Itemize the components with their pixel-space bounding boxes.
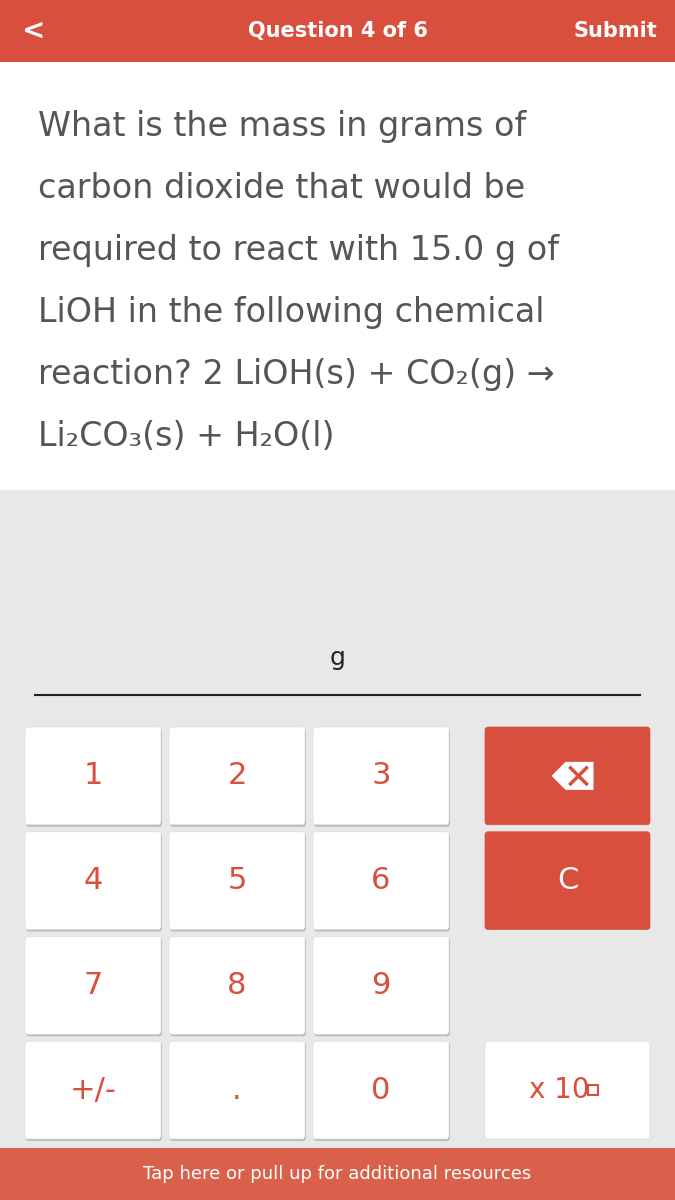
FancyBboxPatch shape — [25, 727, 161, 824]
FancyBboxPatch shape — [313, 832, 449, 930]
Bar — [0, 490, 675, 1148]
Text: 4: 4 — [83, 866, 103, 895]
Bar — [0, 0, 675, 62]
FancyBboxPatch shape — [26, 834, 162, 931]
Text: <: < — [22, 17, 45, 44]
FancyBboxPatch shape — [26, 728, 162, 827]
FancyBboxPatch shape — [313, 936, 449, 1034]
FancyBboxPatch shape — [169, 936, 305, 1034]
Bar — [587, 1085, 597, 1096]
Text: required to react with 15.0 g of: required to react with 15.0 g of — [38, 234, 559, 266]
Text: g: g — [329, 646, 346, 670]
FancyBboxPatch shape — [25, 936, 161, 1034]
FancyBboxPatch shape — [169, 1042, 305, 1139]
Text: 2: 2 — [227, 761, 246, 791]
Text: LiOH in the following chemical: LiOH in the following chemical — [38, 296, 545, 329]
Polygon shape — [551, 762, 593, 790]
Text: .: . — [232, 1075, 242, 1105]
Text: 8: 8 — [227, 971, 247, 1000]
Text: 9: 9 — [371, 971, 391, 1000]
FancyBboxPatch shape — [25, 1042, 161, 1139]
FancyBboxPatch shape — [314, 834, 450, 931]
FancyBboxPatch shape — [313, 727, 449, 824]
FancyBboxPatch shape — [314, 728, 450, 827]
Text: 7: 7 — [83, 971, 103, 1000]
FancyBboxPatch shape — [26, 938, 162, 1037]
FancyBboxPatch shape — [170, 1043, 306, 1141]
FancyBboxPatch shape — [313, 1042, 449, 1139]
FancyBboxPatch shape — [314, 1043, 450, 1141]
Text: 3: 3 — [371, 761, 391, 791]
FancyBboxPatch shape — [169, 727, 305, 824]
Text: Question 4 of 6: Question 4 of 6 — [248, 20, 427, 41]
Text: 6: 6 — [371, 866, 391, 895]
Text: What is the mass in grams of: What is the mass in grams of — [38, 110, 526, 143]
Text: Li₂CO₃(s) + H₂O(l): Li₂CO₃(s) + H₂O(l) — [38, 420, 335, 452]
FancyBboxPatch shape — [170, 728, 306, 827]
Text: x 10: x 10 — [529, 1076, 590, 1104]
FancyBboxPatch shape — [485, 832, 650, 930]
Text: 1: 1 — [83, 761, 103, 791]
FancyBboxPatch shape — [314, 938, 450, 1037]
FancyBboxPatch shape — [485, 727, 650, 824]
Bar — [0, 1148, 675, 1200]
FancyBboxPatch shape — [169, 832, 305, 930]
Text: Submit: Submit — [573, 20, 657, 41]
FancyBboxPatch shape — [170, 834, 306, 931]
Text: carbon dioxide that would be: carbon dioxide that would be — [38, 172, 525, 205]
Text: 0: 0 — [371, 1075, 391, 1105]
Text: reaction? 2 LiOH(s) + CO₂(g) →: reaction? 2 LiOH(s) + CO₂(g) → — [38, 358, 555, 391]
FancyBboxPatch shape — [170, 938, 306, 1037]
FancyBboxPatch shape — [485, 1042, 650, 1139]
Text: +/-: +/- — [70, 1075, 116, 1105]
Text: 5: 5 — [227, 866, 246, 895]
FancyBboxPatch shape — [25, 832, 161, 930]
Text: Tap here or pull up for additional resources: Tap here or pull up for additional resou… — [143, 1165, 532, 1183]
FancyBboxPatch shape — [26, 1043, 162, 1141]
Text: C: C — [557, 866, 578, 895]
